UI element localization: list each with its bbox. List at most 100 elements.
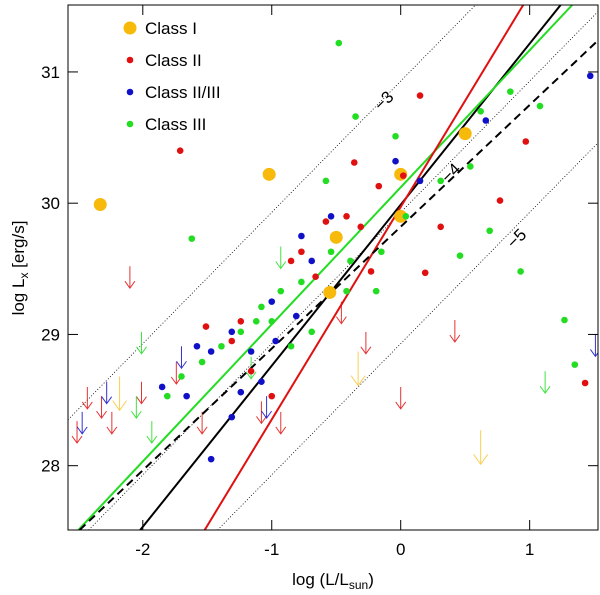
point [272,337,279,345]
point [394,209,408,223]
point [312,273,319,280]
upper-limit-arrow [539,371,551,395]
legend-label: Class III [145,115,206,134]
point [237,328,245,336]
legend-label: Class II/III [145,83,221,102]
point [343,213,350,220]
point [247,367,255,375]
upper-limit-arrow [473,430,489,466]
x-label-sub: sun [349,578,368,592]
point [378,248,385,256]
legend-label: Class I [145,19,197,38]
point [298,278,305,286]
point [237,318,245,325]
fit-line [203,5,525,530]
upper-limit-arrow [395,386,407,410]
upper-limit-arrow [261,396,272,419]
point [586,72,594,80]
point [188,235,196,242]
point [561,316,568,324]
point [517,268,524,275]
x-tick-label: 0 [396,540,405,559]
point [352,113,359,120]
x-label-part: ) [368,570,374,589]
point [477,108,484,115]
upper-limit-arrow [196,411,208,435]
y-label-part: [erg/s] [9,221,28,273]
point [392,157,399,165]
point [486,227,493,235]
upper-limit-arrow [130,396,142,419]
legend-marker [126,120,134,128]
point [207,348,215,355]
point [347,257,354,265]
fit-line [78,39,598,530]
ratio-line [88,11,598,530]
plot-frame [67,4,599,531]
point [402,213,410,220]
plot-area [68,5,598,530]
upper-limit-arrow [96,396,107,419]
point [228,337,236,345]
x-tick-label: -1 [264,540,279,559]
point [571,361,579,368]
legend-marker [123,21,137,35]
y-tick-label: 30 [41,194,60,213]
point [228,328,236,336]
ratio-label: −3 [370,87,397,114]
x-tick-label: 1 [525,540,534,559]
upper-limit-arrow [176,346,187,370]
point [308,257,316,265]
ratio-label: −5 [503,225,530,252]
ratio-line [217,142,598,530]
point [416,177,424,185]
point [163,392,171,400]
point [372,287,380,295]
upper-limit-arrow [350,351,366,387]
point [357,223,365,231]
point [482,117,490,124]
y-tick-label: 29 [41,325,60,344]
point [308,328,316,336]
point [176,147,184,154]
point [292,312,300,320]
ratio-line [68,5,476,421]
point [322,177,330,185]
point [268,298,276,305]
y-tick-label: 28 [41,457,60,476]
point [536,102,544,110]
point [399,172,407,179]
point [218,342,225,350]
point [437,223,444,231]
point [375,182,383,190]
point [581,379,589,387]
y-label-sub: x [17,273,31,279]
point [392,132,399,140]
point [277,287,285,295]
point [268,392,276,400]
point [198,358,206,366]
upper-limit-arrow [170,362,182,385]
point [258,378,265,385]
point [202,323,210,330]
legend-marker [126,56,134,64]
point [262,167,276,181]
point [268,318,276,325]
point [247,348,255,355]
upper-limit-arrow [275,411,287,435]
point [507,88,514,95]
point [456,252,464,259]
point [327,213,335,220]
point [329,230,343,244]
upper-limit-arrow [136,331,147,355]
upper-limit-arrow [124,266,136,290]
legend-label: Class II [145,51,202,70]
fit-line [77,5,573,530]
x-tick-label: -2 [135,540,150,559]
point [467,163,474,170]
point [287,342,295,350]
point [496,197,504,204]
y-axis-label: log Lx [erg/s] [9,221,31,316]
point [416,92,424,99]
x-axis-label: log (L/Lsun) [292,570,374,592]
